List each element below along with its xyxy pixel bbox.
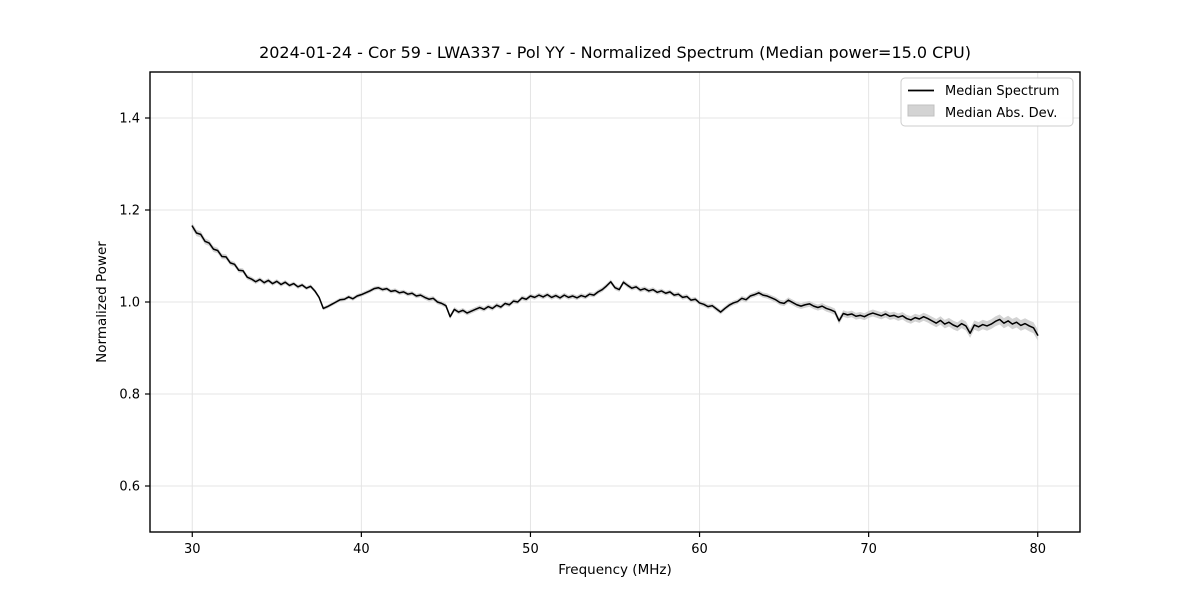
legend-box <box>900 77 1074 127</box>
grid-layer <box>150 72 1080 532</box>
x-axis-label: Frequency (MHz) <box>558 562 671 578</box>
y-tick-label: 1.0 <box>119 296 140 311</box>
mad-band-area <box>192 222 1038 341</box>
x-tick-label: 50 <box>522 542 539 557</box>
x-tick-label: 70 <box>860 542 877 557</box>
median-spectrum-line <box>191 225 1039 336</box>
tick-layer: 30 40 50 60 70 80 0.6 0.8 1.0 1.2 1.4 <box>119 112 1046 558</box>
legend: Median Spectrum Median Abs. Dev. <box>900 77 1074 127</box>
legend-label-median-spectrum: Median Spectrum <box>945 84 1059 99</box>
legend-patch-sample <box>907 104 935 117</box>
x-tick-label: 40 <box>353 542 370 557</box>
legend-label-median-abs-dev: Median Abs. Dev. <box>945 106 1057 121</box>
x-tick-label: 30 <box>184 542 201 557</box>
y-axis-label: Normalized Power <box>94 241 110 363</box>
y-tick-label: 0.8 <box>119 388 140 403</box>
chart-title: 2024-01-24 - Cor 59 - LWA337 - Pol YY - … <box>259 43 971 62</box>
y-tick-label: 0.6 <box>119 480 140 495</box>
x-tick-label: 60 <box>691 542 708 557</box>
x-tick-label: 80 <box>1029 542 1046 557</box>
y-tick-label: 1.4 <box>119 112 140 127</box>
y-tick-label: 1.2 <box>119 204 140 219</box>
